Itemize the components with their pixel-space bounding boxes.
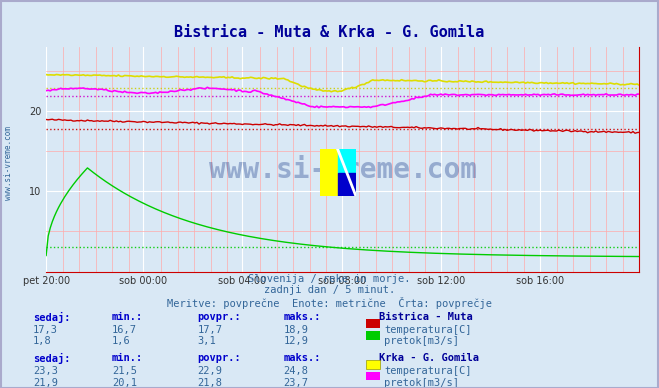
- Text: 1,8: 1,8: [33, 336, 51, 346]
- Bar: [338, 149, 356, 173]
- Bar: [366, 331, 380, 340]
- Text: 21,5: 21,5: [112, 366, 137, 376]
- Text: Bistrica - Muta & Krka - G. Gomila: Bistrica - Muta & Krka - G. Gomila: [175, 25, 484, 40]
- Text: pretok[m3/s]: pretok[m3/s]: [384, 336, 459, 346]
- Text: 12,9: 12,9: [283, 336, 308, 346]
- Text: min.:: min.:: [112, 353, 143, 363]
- Text: Krka - G. Gomila: Krka - G. Gomila: [379, 353, 479, 363]
- Text: www.si-vreme.com: www.si-vreme.com: [4, 126, 13, 200]
- Text: temperatura[C]: temperatura[C]: [384, 325, 472, 335]
- Text: www.si-vreme.com: www.si-vreme.com: [209, 156, 476, 184]
- Text: Bistrica - Muta: Bistrica - Muta: [379, 312, 473, 322]
- Text: 1,6: 1,6: [112, 336, 130, 346]
- Text: 16,7: 16,7: [112, 325, 137, 335]
- Text: min.:: min.:: [112, 312, 143, 322]
- Text: sedaj:: sedaj:: [33, 312, 71, 322]
- Text: pretok[m3/s]: pretok[m3/s]: [384, 378, 459, 388]
- Bar: [320, 149, 338, 196]
- Bar: [366, 360, 380, 369]
- Text: 21,9: 21,9: [33, 378, 58, 388]
- Text: povpr.:: povpr.:: [198, 312, 241, 322]
- Text: Slovenija / reke in morje.: Slovenija / reke in morje.: [248, 274, 411, 284]
- Bar: [366, 372, 380, 380]
- Text: 17,7: 17,7: [198, 325, 223, 335]
- Text: 21,8: 21,8: [198, 378, 223, 388]
- Text: 17,3: 17,3: [33, 325, 58, 335]
- Text: temperatura[C]: temperatura[C]: [384, 366, 472, 376]
- Text: 22,9: 22,9: [198, 366, 223, 376]
- Text: 24,8: 24,8: [283, 366, 308, 376]
- Text: Meritve: povprečne  Enote: metrične  Črta: povprečje: Meritve: povprečne Enote: metrične Črta:…: [167, 297, 492, 309]
- Text: sedaj:: sedaj:: [33, 353, 71, 364]
- Text: maks.:: maks.:: [283, 312, 321, 322]
- Text: 3,1: 3,1: [198, 336, 216, 346]
- Bar: [338, 173, 356, 196]
- Text: povpr.:: povpr.:: [198, 353, 241, 363]
- Text: 23,7: 23,7: [283, 378, 308, 388]
- Text: 20,1: 20,1: [112, 378, 137, 388]
- Text: 18,9: 18,9: [283, 325, 308, 335]
- Text: 23,3: 23,3: [33, 366, 58, 376]
- Text: maks.:: maks.:: [283, 353, 321, 363]
- Text: zadnji dan / 5 minut.: zadnji dan / 5 minut.: [264, 285, 395, 295]
- Bar: [366, 319, 380, 328]
